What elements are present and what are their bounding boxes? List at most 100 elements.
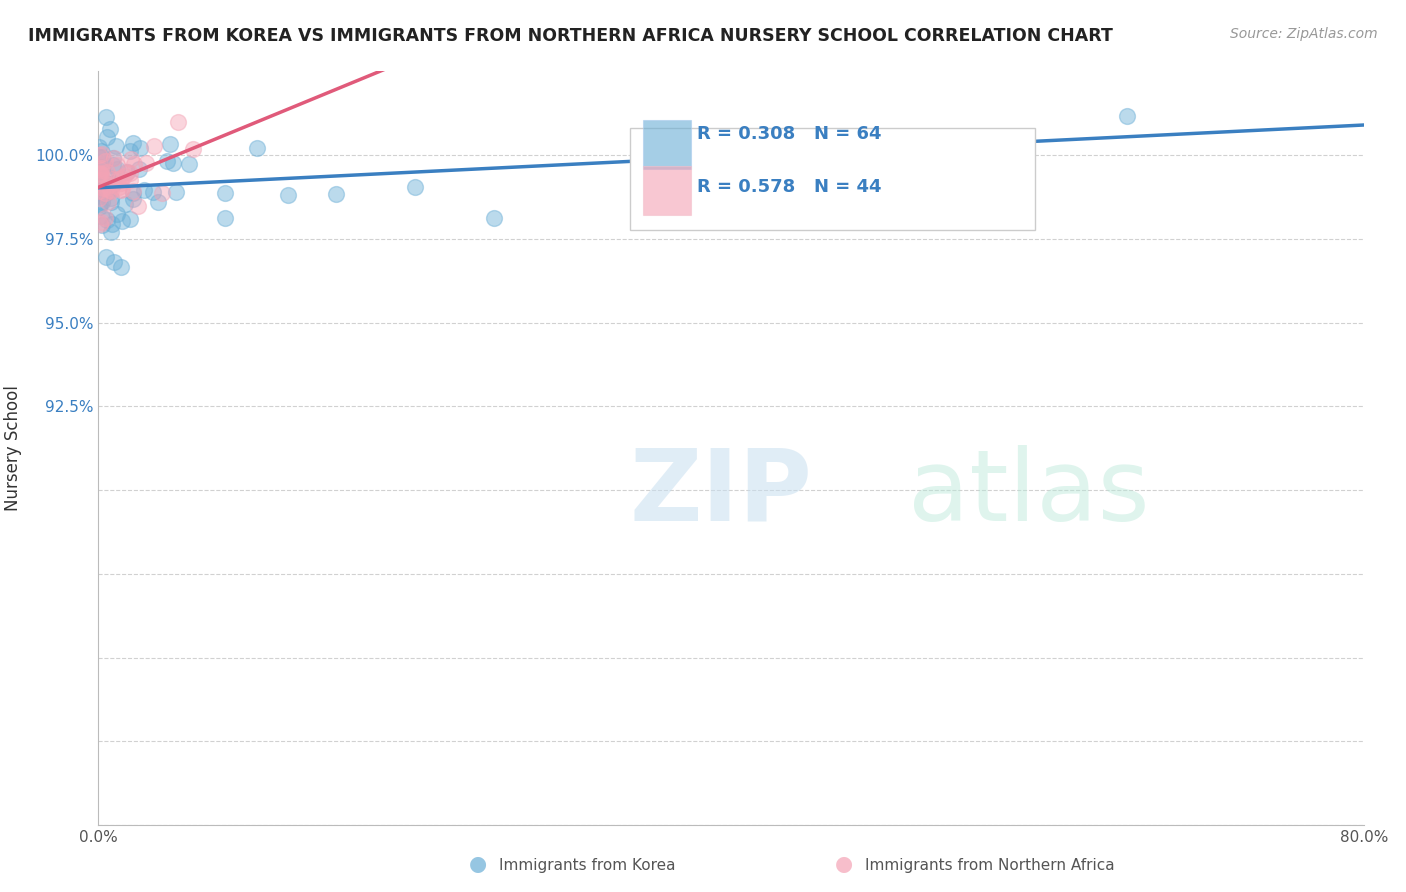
Point <box>110 183 132 197</box>
Point <box>107 158 129 172</box>
Point <box>108 180 131 194</box>
Point <box>482 211 505 225</box>
Point <box>104 138 127 153</box>
Point <box>90 161 112 176</box>
Point <box>122 157 145 171</box>
Point <box>115 165 138 179</box>
Point <box>214 211 236 226</box>
Point <box>90 209 112 223</box>
Point <box>100 225 122 239</box>
Point <box>89 150 111 164</box>
Point <box>91 172 114 186</box>
Point <box>89 167 111 181</box>
Point <box>94 153 117 168</box>
Point <box>90 144 112 158</box>
Point <box>87 184 110 198</box>
Point <box>96 110 118 124</box>
Point <box>720 141 742 155</box>
Point <box>214 186 236 201</box>
Point <box>100 217 122 231</box>
Point <box>91 147 114 161</box>
Point <box>90 167 112 181</box>
Point <box>177 157 200 171</box>
Point <box>132 183 155 197</box>
Point <box>122 186 145 200</box>
Point <box>107 171 129 186</box>
Point <box>111 182 134 196</box>
FancyBboxPatch shape <box>630 128 1035 229</box>
Point <box>110 260 132 274</box>
Point <box>97 178 120 192</box>
Point <box>96 164 118 178</box>
Point <box>89 189 111 203</box>
Point <box>112 169 135 183</box>
Point <box>111 214 134 228</box>
Point <box>122 136 145 150</box>
Point <box>96 213 118 227</box>
Point <box>94 250 117 264</box>
Point <box>89 186 111 201</box>
Point <box>277 187 299 202</box>
Point <box>89 197 111 211</box>
Point <box>87 140 110 154</box>
Point <box>87 192 110 206</box>
Point <box>87 148 110 162</box>
Y-axis label: Nursery School: Nursery School <box>4 385 21 511</box>
Point <box>90 215 112 229</box>
Point <box>103 176 125 190</box>
FancyBboxPatch shape <box>643 120 690 169</box>
Point <box>128 161 150 176</box>
Point <box>325 186 347 201</box>
Point <box>105 162 128 177</box>
Point <box>94 186 117 200</box>
Point <box>93 211 115 225</box>
Point <box>87 179 110 194</box>
Point <box>91 156 114 170</box>
Point <box>101 158 124 172</box>
Point <box>183 143 205 157</box>
Point <box>127 199 149 213</box>
Point <box>90 150 112 164</box>
Point <box>107 207 129 221</box>
Text: R = 0.578   N = 44: R = 0.578 N = 44 <box>697 178 882 196</box>
Point <box>97 185 120 199</box>
Point <box>98 122 121 136</box>
Point <box>166 114 188 128</box>
Text: atlas: atlas <box>908 445 1150 542</box>
Point <box>122 184 145 198</box>
Point <box>91 174 114 188</box>
Point <box>103 151 125 165</box>
Text: IMMIGRANTS FROM KOREA VS IMMIGRANTS FROM NORTHERN AFRICA NURSERY SCHOOL CORRELAT: IMMIGRANTS FROM KOREA VS IMMIGRANTS FROM… <box>28 27 1114 45</box>
Point <box>120 173 141 187</box>
Point <box>142 186 165 200</box>
Point <box>87 179 110 194</box>
Point <box>96 129 118 144</box>
Point <box>246 141 269 155</box>
Point <box>89 166 111 180</box>
Point <box>100 195 122 210</box>
Point <box>90 195 112 210</box>
Point <box>90 218 112 232</box>
Point <box>97 195 120 210</box>
Point <box>98 183 121 197</box>
Text: ZIP: ZIP <box>630 445 813 542</box>
Point <box>100 172 122 186</box>
Point <box>100 191 122 205</box>
Point <box>1115 109 1137 123</box>
Text: Source: ZipAtlas.com: Source: ZipAtlas.com <box>1230 27 1378 41</box>
Point <box>162 156 184 170</box>
Text: Immigrants from Northern Africa: Immigrants from Northern Africa <box>865 858 1115 872</box>
Point <box>156 153 179 168</box>
Point <box>110 176 132 190</box>
Point <box>118 166 141 180</box>
Point <box>97 169 120 184</box>
Point <box>91 181 114 195</box>
Point <box>103 254 125 268</box>
Point <box>114 197 136 211</box>
Point <box>135 156 157 170</box>
Point <box>110 171 132 186</box>
Point <box>101 177 124 191</box>
Point <box>94 181 117 195</box>
Point <box>91 160 114 174</box>
FancyBboxPatch shape <box>643 166 690 215</box>
